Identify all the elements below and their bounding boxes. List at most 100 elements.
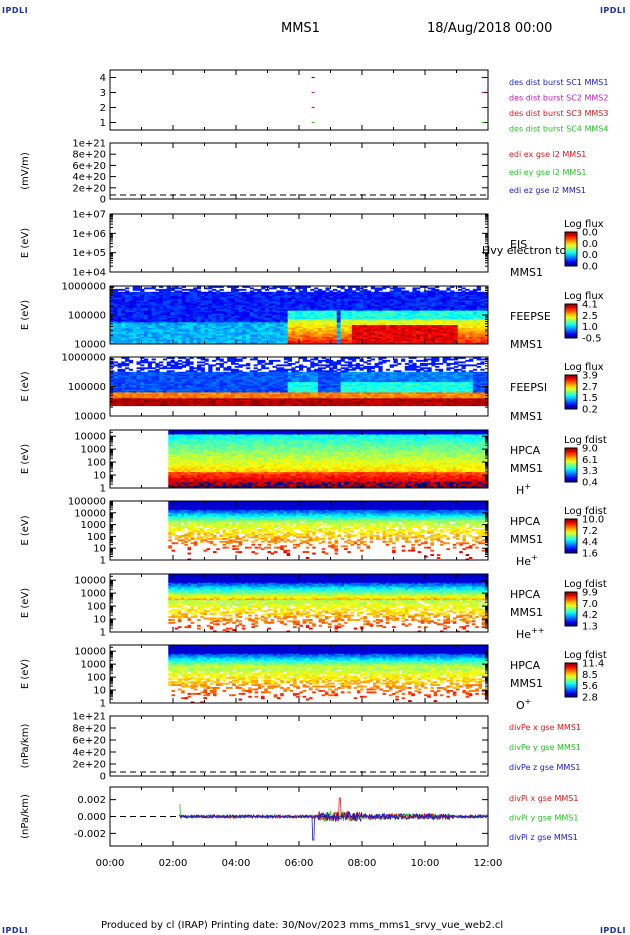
- legend-1-2: edi ez gse l2 MMS1: [509, 186, 586, 195]
- spectrogram-cell: [152, 404, 156, 406]
- spectrogram-cell: [178, 404, 182, 406]
- y-axis-label: E (eV): [20, 228, 31, 258]
- spectrogram-cell: [178, 360, 182, 362]
- y-tick-label: 1e+21: [72, 139, 106, 150]
- spectrogram-cell: [261, 287, 265, 289]
- spectrogram-cell: [197, 287, 201, 289]
- y-tick-label: 0: [100, 195, 106, 206]
- spectrogram-cell: [227, 404, 231, 406]
- spectrogram-cell: [163, 359, 167, 361]
- spectrogram-cell: [118, 404, 122, 406]
- spectrogram-cell: [125, 367, 129, 369]
- spectrogram-cell: [155, 289, 159, 291]
- spectrogram-cell: [197, 361, 201, 363]
- spectrogram-cell: [220, 404, 224, 406]
- spectrogram-cell: [137, 404, 141, 406]
- spectrogram-cell: [201, 364, 205, 366]
- spectrogram-cell: [401, 287, 405, 289]
- spectrogram-cell: [465, 289, 469, 291]
- spectrogram-cell: [231, 363, 235, 365]
- mms-summary-plot: 1234des dist burst SC1 MMS1des dist burs…: [0, 0, 630, 934]
- spectrogram-cell: [148, 287, 152, 289]
- spectrogram-cell: [140, 369, 144, 371]
- spectrogram-cell: [189, 363, 193, 365]
- spectrogram-3: [110, 286, 488, 345]
- spectrogram-cell: [212, 360, 216, 362]
- spectrogram-cell: [299, 287, 303, 289]
- spectrogram-cell: [446, 289, 450, 291]
- spectrogram-cell: [121, 404, 125, 406]
- instrument-label: FEEPSE: [510, 310, 551, 323]
- spectrogram-cell: [110, 404, 114, 406]
- spectrogram-cell: [178, 363, 182, 365]
- spectrogram-cell: [118, 366, 122, 368]
- spectrogram-cell: [216, 363, 220, 365]
- spectrogram-cell: [428, 287, 432, 289]
- spectrogram-cell: [458, 289, 462, 291]
- y-tick-label: 2e+20: [72, 183, 106, 194]
- spectrogram-cell: [193, 404, 197, 406]
- spectrogram-cell: [159, 361, 163, 363]
- spectrogram-cell: [212, 289, 216, 291]
- spectrogram-cell: [144, 287, 148, 289]
- spectrogram-cell: [231, 404, 235, 406]
- legend-1-0: edi ex gse l2 MMS1: [509, 150, 586, 159]
- spectrogram-cell: [137, 289, 141, 291]
- spectrogram-cell: [144, 361, 148, 363]
- spectrogram-cell: [235, 366, 239, 368]
- spectrogram-cell: [220, 289, 224, 291]
- spectrogram-cell: [182, 361, 186, 363]
- spectrogram-cell: [125, 364, 129, 366]
- spectrogram-cell: [155, 404, 159, 406]
- spectrogram-cell: [118, 289, 122, 291]
- spectrogram-cell: [163, 404, 167, 406]
- y-tick-label: 2: [100, 103, 106, 114]
- spectrogram-cell: [197, 404, 201, 406]
- spectrogram-cell: [416, 287, 420, 289]
- spectrogram-cell: [223, 369, 227, 371]
- spectrogram-cell: [216, 404, 220, 406]
- spectrogram-cell: [144, 367, 148, 369]
- y-axis-label: E (eV): [20, 300, 31, 330]
- spectrogram-cell: [152, 359, 156, 361]
- legend-0-3: des dist burst SC4 MMS4: [509, 125, 608, 134]
- spectrogram-cell: [205, 287, 209, 289]
- spectrogram-cell: [114, 364, 118, 366]
- spectrogram-cell: [121, 289, 125, 291]
- spectrogram-cell: [269, 287, 273, 289]
- spectrogram-cell: [182, 366, 186, 368]
- spectrogram-cell: [174, 367, 178, 369]
- spectrogram-cell: [137, 367, 141, 369]
- spectrogram-cell: [114, 361, 118, 363]
- spectrogram-cell: [242, 289, 246, 291]
- spectrogram-cell: [171, 367, 175, 369]
- panel-frame-0: [110, 70, 488, 130]
- y-tick-label: 4: [100, 73, 106, 84]
- spectrogram-cell: [167, 367, 171, 369]
- spectrogram-cell: [125, 360, 129, 362]
- spectrogram-cell: [163, 367, 167, 369]
- spectrogram-cell: [171, 404, 175, 406]
- spectrogram-cell: [189, 404, 193, 406]
- y-tick-label: 10000: [74, 340, 106, 351]
- spectrogram-cell: [212, 364, 216, 366]
- y-tick-label: 1e+04: [72, 268, 106, 279]
- spectrogram-cell: [284, 287, 288, 289]
- spectrogram-cell: [239, 289, 243, 291]
- spectrogram-cell: [201, 404, 205, 406]
- y-tick-label: 100000: [68, 311, 106, 322]
- colorbar-tick-label: 4.1: [582, 300, 598, 311]
- spectrogram-cell: [197, 369, 201, 371]
- spectrogram-cell: [378, 289, 382, 291]
- spectrogram-cell: [148, 404, 152, 406]
- spectrogram-cell: [326, 289, 330, 291]
- overlay-label: Hvy electron to: [482, 244, 567, 257]
- spectrogram-cell: [223, 361, 227, 363]
- spectrogram-cell: [129, 361, 133, 363]
- y-axis-label: (mV/m): [20, 152, 31, 190]
- colorbar-tick-label: 0.0: [582, 228, 598, 239]
- spectrogram-cell: [250, 287, 254, 289]
- y-tick-label: 4e+20: [72, 172, 106, 183]
- spectrogram-cell: [125, 287, 129, 289]
- colorbar: [565, 232, 577, 266]
